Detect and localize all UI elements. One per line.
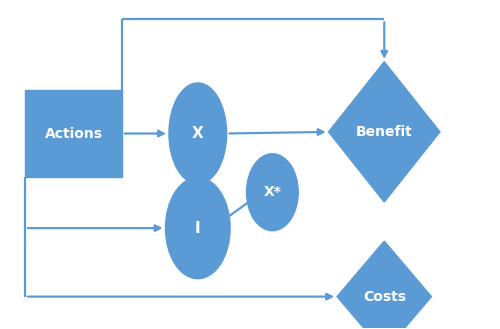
Text: X*: X* [264,185,281,199]
Text: X: X [192,126,203,141]
Text: Benefit: Benefit [356,125,412,139]
Polygon shape [337,241,432,329]
Ellipse shape [246,154,298,231]
Text: I: I [195,221,200,236]
Ellipse shape [169,83,226,184]
FancyBboxPatch shape [25,90,122,177]
Text: Costs: Costs [363,290,406,304]
Text: Actions: Actions [44,127,102,140]
Polygon shape [328,62,440,202]
Ellipse shape [166,178,230,279]
